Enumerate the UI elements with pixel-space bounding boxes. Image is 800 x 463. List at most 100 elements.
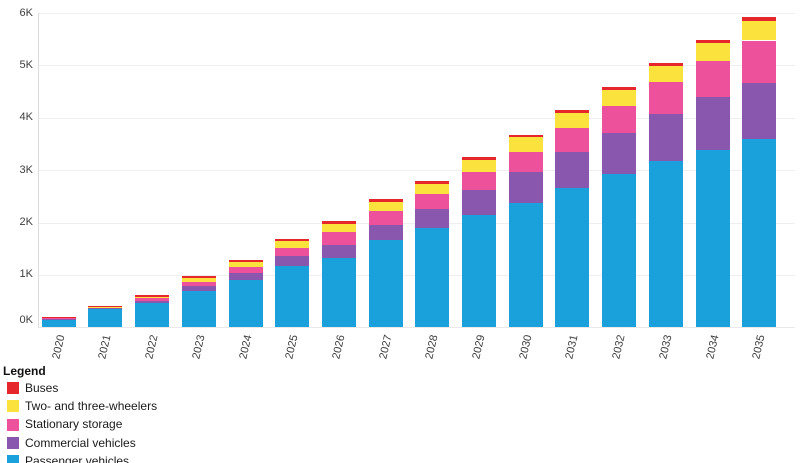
bar-segment-stationary-storage-2025[interactable] [275,248,310,256]
x-tick-label-2030: 2030 [517,333,535,361]
bar-segment-buses-2021[interactable] [88,305,123,307]
bar-segment-buses-2026[interactable] [321,220,356,224]
bar-segment-passenger-vehicles-2022[interactable] [135,302,170,328]
bar-2025 [275,0,310,328]
bar-2023 [181,0,216,328]
bar-segment-stationary-storage-2034[interactable] [695,61,730,97]
bar-segment-commercial-vehicles-2028[interactable] [415,208,450,229]
bar-segment-passenger-vehicles-2028[interactable] [415,228,450,328]
bar-segment-commercial-vehicles-2025[interactable] [275,255,310,266]
bar-segment-commercial-vehicles-2022[interactable] [135,300,170,303]
bar-segment-stationary-storage-2021[interactable] [88,307,123,309]
bar-segment-passenger-vehicles-2024[interactable] [228,279,263,328]
bar-segment-commercial-vehicles-2034[interactable] [695,96,730,150]
bar-segment-passenger-vehicles-2021[interactable] [88,308,123,328]
x-tick-label-2029: 2029 [470,333,488,361]
bar-segment-two-and-three-wheelers-2035[interactable] [742,20,777,41]
bar-segment-buses-2022[interactable] [135,294,170,297]
bar-segment-commercial-vehicles-2021[interactable] [88,308,123,309]
bar-segment-two-and-three-wheelers-2021[interactable] [88,306,123,308]
bar-segment-two-and-three-wheelers-2025[interactable] [275,241,310,249]
bar-2026 [321,0,356,328]
bar-segment-buses-2025[interactable] [275,238,310,242]
bar-segment-buses-2027[interactable] [368,198,403,202]
bar-segment-stationary-storage-2022[interactable] [135,298,170,301]
bar-segment-buses-2032[interactable] [602,87,637,91]
bar-segment-two-and-three-wheelers-2034[interactable] [695,43,730,62]
bar-segment-passenger-vehicles-2033[interactable] [648,160,683,328]
bar-segment-buses-2028[interactable] [415,180,450,184]
bar-segment-two-and-three-wheelers-2032[interactable] [602,90,637,107]
bar-segment-two-and-three-wheelers-2020[interactable] [41,317,76,318]
bar-segment-buses-2031[interactable] [555,109,590,113]
legend-item-buses[interactable]: Buses [3,379,157,397]
bar-segment-buses-2020[interactable] [41,316,76,318]
bar-segment-stationary-storage-2028[interactable] [415,193,450,209]
bar-segment-buses-2029[interactable] [462,157,496,161]
legend-swatch-icon [7,400,19,413]
bar-segment-commercial-vehicles-2035[interactable] [742,82,777,139]
bar-segment-commercial-vehicles-2031[interactable] [555,151,590,188]
bar-segment-two-and-three-wheelers-2031[interactable] [555,112,590,128]
bar-segment-passenger-vehicles-2031[interactable] [555,187,590,328]
bar-2021 [88,0,123,328]
bar-segment-commercial-vehicles-2023[interactable] [181,285,216,291]
bar-segment-stationary-storage-2032[interactable] [602,106,637,133]
bar-segment-commercial-vehicles-2030[interactable] [508,172,543,203]
bar-segment-stationary-storage-2020[interactable] [41,317,76,319]
bar-segment-passenger-vehicles-2035[interactable] [742,138,777,328]
bar-segment-stationary-storage-2023[interactable] [181,281,216,286]
bar-segment-two-and-three-wheelers-2033[interactable] [648,66,683,83]
legend-item-passenger-vehicles[interactable]: Passenger vehicles [3,452,157,463]
bar-segment-passenger-vehicles-2020[interactable] [41,319,76,328]
bar-segment-stationary-storage-2024[interactable] [228,267,263,274]
bar-segment-two-and-three-wheelers-2028[interactable] [415,183,450,194]
bar-2020 [41,0,76,328]
bar-segment-stationary-storage-2027[interactable] [368,211,403,226]
bar-segment-stationary-storage-2031[interactable] [555,127,590,152]
bar-segment-buses-2024[interactable] [228,259,263,263]
bar-segment-buses-2033[interactable] [648,63,683,67]
bar-segment-passenger-vehicles-2026[interactable] [321,258,356,328]
bar-segment-buses-2035[interactable] [742,17,777,21]
bar-segment-passenger-vehicles-2030[interactable] [508,202,543,328]
bar-segment-stationary-storage-2030[interactable] [508,151,543,173]
bar-segment-stationary-storage-2029[interactable] [462,171,496,191]
bar-segment-commercial-vehicles-2026[interactable] [321,244,356,259]
bar-segment-passenger-vehicles-2025[interactable] [275,265,310,328]
bar-segment-passenger-vehicles-2023[interactable] [181,290,216,328]
legend-swatch-icon [7,455,19,463]
x-tick-label-2033: 2033 [657,333,675,361]
bar-segment-stationary-storage-2033[interactable] [648,82,683,115]
bar-segment-two-and-three-wheelers-2029[interactable] [462,160,496,172]
bar-segment-passenger-vehicles-2029[interactable] [462,214,496,328]
bar-segment-two-and-three-wheelers-2022[interactable] [135,296,170,299]
bar-segment-passenger-vehicles-2032[interactable] [602,174,637,328]
bar-segment-two-and-three-wheelers-2030[interactable] [508,137,543,152]
legend-item-stationary-storage[interactable]: Stationary storage [3,416,157,434]
bar-segment-commercial-vehicles-2020[interactable] [41,318,76,320]
bar-segment-two-and-three-wheelers-2024[interactable] [228,262,263,268]
bar-segment-commercial-vehicles-2029[interactable] [462,190,496,215]
bar-segment-passenger-vehicles-2027[interactable] [368,240,403,328]
bar-segment-stationary-storage-2035[interactable] [742,40,777,83]
bar-segment-commercial-vehicles-2033[interactable] [648,114,683,161]
x-tick-label-2024: 2024 [236,333,255,361]
bar-segment-passenger-vehicles-2034[interactable] [695,149,730,328]
legend-item-two-and-three-wheelers[interactable]: Two- and three-wheelers [3,397,157,415]
x-tick-label-2028: 2028 [423,333,441,361]
bar-segment-two-and-three-wheelers-2027[interactable] [368,201,403,212]
bar-segment-two-and-three-wheelers-2023[interactable] [181,277,216,282]
legend-item-commercial-vehicles[interactable]: Commercial vehicles [3,434,157,452]
gridline-6K [38,13,795,14]
bar-segment-buses-2030[interactable] [508,134,543,138]
bar-2024 [228,0,263,328]
bar-segment-commercial-vehicles-2032[interactable] [602,132,637,175]
bar-segment-buses-2023[interactable] [181,275,216,278]
bar-segment-two-and-three-wheelers-2026[interactable] [321,223,356,233]
bar-segment-stationary-storage-2026[interactable] [321,232,356,245]
bar-segment-buses-2034[interactable] [695,39,730,44]
bar-segment-commercial-vehicles-2024[interactable] [228,273,263,280]
bar-segment-commercial-vehicles-2027[interactable] [368,225,403,241]
